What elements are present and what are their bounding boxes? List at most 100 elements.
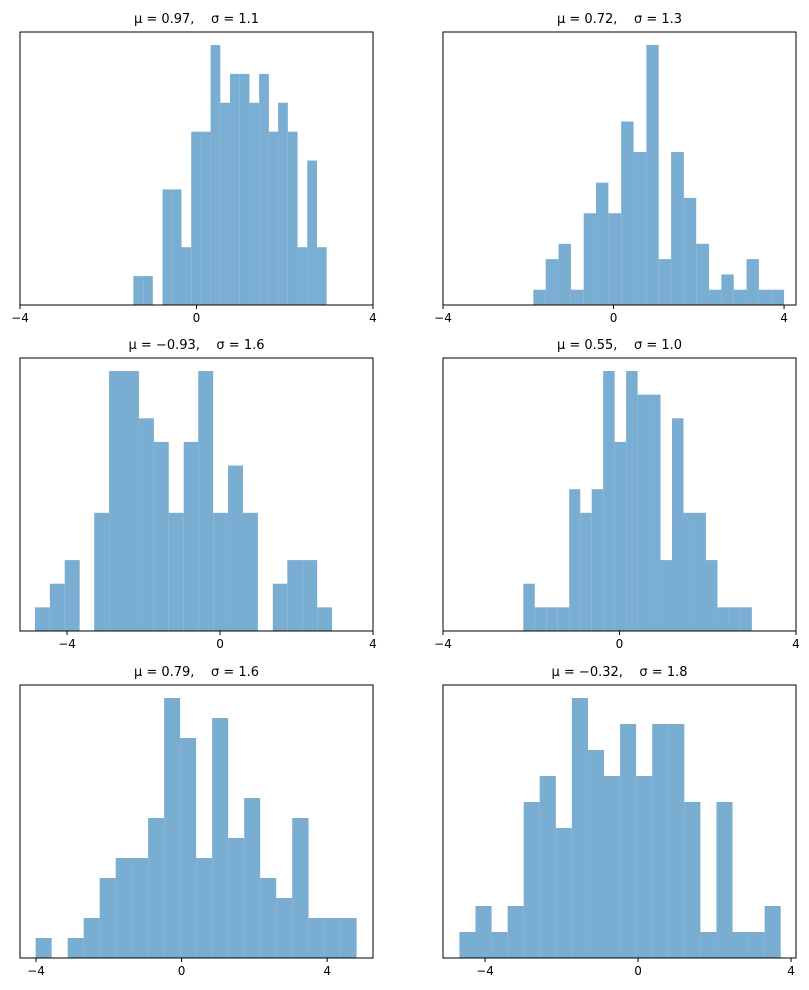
bar [733, 289, 747, 305]
bar [475, 906, 492, 958]
bar [614, 441, 627, 631]
bar [230, 73, 240, 305]
x-tick-label: 0 [193, 311, 201, 325]
bar [732, 932, 749, 958]
bar [153, 441, 169, 631]
bar [491, 932, 508, 958]
bar [109, 371, 125, 631]
bar [212, 718, 229, 958]
bar [67, 938, 84, 958]
bar [523, 583, 535, 631]
bar [672, 418, 684, 631]
bar [652, 724, 669, 958]
bar [340, 918, 357, 958]
bar [709, 289, 722, 305]
bar [260, 878, 277, 958]
bar [696, 243, 710, 305]
x-tick-label: −4 [434, 311, 452, 325]
bar [684, 802, 701, 958]
bar [558, 243, 571, 305]
bar [603, 371, 615, 631]
bar [534, 607, 547, 631]
bar [668, 724, 685, 958]
bar [636, 776, 653, 958]
subplot-title: μ = −0.93, σ = 1.6 [129, 338, 265, 353]
bar [172, 189, 182, 305]
bar [758, 289, 772, 305]
bar [94, 512, 110, 631]
axes-frame [442, 684, 797, 959]
bar [694, 512, 706, 631]
bar [591, 489, 604, 631]
bar [276, 898, 293, 958]
x-tick-label: 4 [780, 311, 788, 325]
x-tick-label: 4 [323, 964, 331, 978]
bar [191, 131, 201, 305]
bar [115, 858, 133, 958]
bar [608, 213, 622, 305]
bar [164, 698, 181, 958]
bar [268, 131, 279, 305]
subplot-title: μ = −0.32, σ = 1.8 [552, 665, 688, 680]
bar [728, 607, 741, 631]
bar [596, 182, 609, 305]
bar [557, 607, 570, 631]
bar [228, 465, 243, 631]
subplot-title: μ = 0.55, σ = 1.0 [557, 338, 682, 353]
x-tick-label: 4 [792, 637, 800, 651]
bar [539, 776, 556, 958]
bar [637, 394, 650, 631]
bar [133, 276, 144, 305]
bar [99, 878, 116, 958]
x-tick-label: 0 [610, 311, 618, 325]
bar [317, 607, 333, 631]
x-tick-label: −4 [27, 964, 45, 978]
bar [546, 607, 558, 631]
bar [633, 152, 647, 305]
bar [748, 932, 765, 958]
bar [138, 418, 154, 631]
bar [771, 289, 785, 305]
subplot-title: μ = 0.97, σ = 1.1 [134, 12, 259, 27]
bar [180, 738, 197, 958]
bar [308, 918, 325, 958]
subplot-title: μ = 0.72, σ = 1.3 [557, 12, 682, 27]
axes-frame [19, 357, 374, 632]
bar [660, 560, 673, 631]
bar [459, 932, 476, 958]
bar [287, 560, 303, 631]
bar [132, 858, 149, 958]
bar [324, 918, 341, 958]
bar [302, 560, 318, 631]
bar [764, 906, 781, 958]
bar [244, 798, 261, 958]
bar [700, 932, 717, 958]
bar [716, 802, 733, 958]
bar [64, 560, 80, 631]
bar [162, 189, 173, 305]
bar [671, 152, 684, 305]
bar [124, 371, 139, 631]
bar [292, 818, 309, 958]
x-tick-label: 0 [634, 964, 642, 978]
bar [196, 858, 213, 958]
x-tick-label: −4 [58, 637, 76, 651]
bar [272, 583, 288, 631]
bar [307, 160, 317, 305]
bar [570, 289, 584, 305]
bar [583, 213, 597, 305]
x-tick-label: 0 [216, 637, 224, 651]
bar [587, 750, 605, 958]
bar [278, 102, 288, 306]
x-tick-label: 0 [178, 964, 186, 978]
bar [210, 45, 221, 305]
bar [181, 247, 192, 305]
bar [287, 131, 298, 305]
bar [717, 607, 729, 631]
bar [297, 247, 308, 305]
bar [148, 818, 165, 958]
bar [646, 45, 659, 305]
bar [533, 289, 546, 305]
subplot-title: μ = 0.79, σ = 1.6 [134, 665, 259, 680]
